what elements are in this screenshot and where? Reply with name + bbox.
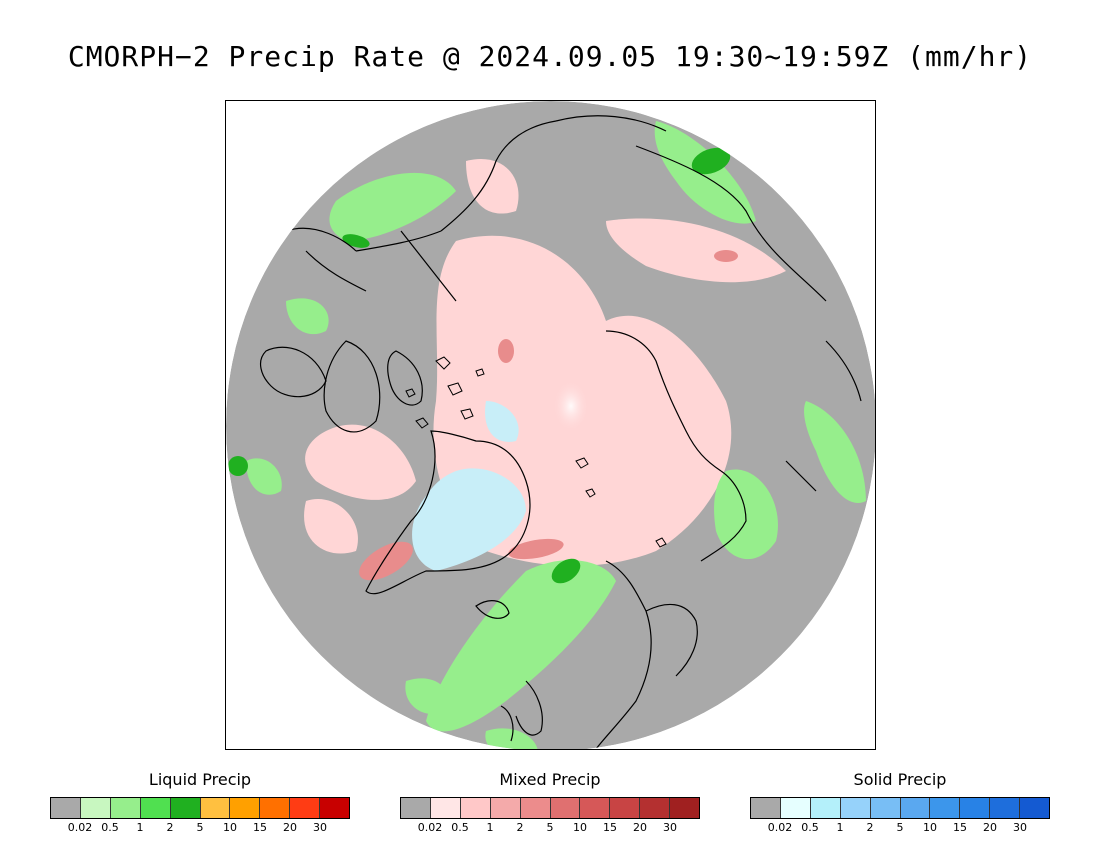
legend-mixed: Mixed Precip 0.02 0.5 1 2 5 10 15 20 30 <box>400 770 700 835</box>
legend-liquid-tick: 20 <box>283 821 297 834</box>
legend-solid-tick: 15 <box>953 821 967 834</box>
legend-liquid-swatch <box>140 798 171 818</box>
legend-solid-swatch <box>1020 798 1050 818</box>
legend-liquid-tick: 10 <box>223 821 237 834</box>
legend-liquid-ticks: 0.02 0.5 1 2 5 10 15 20 30 <box>50 819 350 835</box>
legend-solid-swatch <box>840 798 871 818</box>
chart-title: CMORPH−2 Precip Rate @ 2024.09.05 19:30~… <box>67 40 1033 73</box>
legend-solid-swatch <box>960 798 991 818</box>
legend-mixed-swatch <box>490 798 521 818</box>
legend-mixed-tick: 0.02 <box>417 821 443 834</box>
legend-liquid-swatch <box>80 798 111 818</box>
legend-liquid-swatch <box>200 798 231 818</box>
legend-liquid-swatch <box>170 798 201 818</box>
legend-solid-ticks: 0.02 0.5 1 2 5 10 15 20 30 <box>750 819 1050 835</box>
legend-liquid-swatch <box>260 798 291 818</box>
legend-solid: Solid Precip 0.02 0.5 1 2 5 10 15 20 30 <box>750 770 1050 835</box>
legend-mixed-tick: 30 <box>663 821 677 834</box>
legend-solid-swatch <box>810 798 841 818</box>
legend-mixed-swatch <box>550 798 581 818</box>
legend-solid-tick: 20 <box>983 821 997 834</box>
legend-mixed-swatch <box>610 798 641 818</box>
legend-solid-tick: 2 <box>866 821 874 834</box>
legend-liquid-tick: 30 <box>313 821 327 834</box>
legend-solid-swatch <box>780 798 811 818</box>
legend-liquid: Liquid Precip 0.02 0.5 1 2 5 10 15 20 30 <box>50 770 350 835</box>
legend-solid-swatch <box>870 798 901 818</box>
legend-mixed-swatch <box>520 798 551 818</box>
legend-mixed-tick: 1 <box>486 821 494 834</box>
legend-mixed-title: Mixed Precip <box>499 770 601 789</box>
legend-solid-swatch <box>930 798 961 818</box>
legend-solid-tick: 0.02 <box>767 821 793 834</box>
legend-mixed-swatch <box>670 798 700 818</box>
legend-mixed-swatch <box>460 798 491 818</box>
legend-liquid-swatch <box>51 798 81 818</box>
legend-solid-swatch <box>900 798 931 818</box>
legend-solid-swatches <box>750 797 1050 819</box>
legend-solid-tick: 10 <box>923 821 937 834</box>
solid-precip-areas <box>412 401 526 571</box>
legend-mixed-swatch <box>401 798 431 818</box>
legend-liquid-swatch <box>290 798 321 818</box>
map-frame <box>225 100 876 750</box>
legend-liquid-title: Liquid Precip <box>148 770 252 789</box>
legend-mixed-tick: 2 <box>516 821 524 834</box>
legend-mixed-tick: 5 <box>546 821 554 834</box>
liquid-precip-heavy <box>228 147 731 584</box>
legend-liquid-tick: 2 <box>166 821 174 834</box>
mixed-precip-heavy <box>359 250 738 581</box>
legend-solid-title: Solid Precip <box>853 770 947 789</box>
legend-liquid-tick: 1 <box>136 821 144 834</box>
legend-liquid-swatch <box>230 798 261 818</box>
pole-bright-area <box>553 380 589 432</box>
legend-solid-tick: 30 <box>1013 821 1027 834</box>
legend-mixed-tick: 0.5 <box>451 821 469 834</box>
legend-mixed-tick: 20 <box>633 821 647 834</box>
legend-mixed-swatch <box>430 798 461 818</box>
legend-liquid-swatches <box>50 797 350 819</box>
coastlines <box>259 115 862 749</box>
legend-solid-tick: 1 <box>836 821 844 834</box>
polar-map <box>226 101 875 749</box>
legend-solid-tick: 5 <box>896 821 904 834</box>
legend-liquid-tick: 0.5 <box>101 821 119 834</box>
legend-solid-swatch <box>751 798 781 818</box>
legend-solid-swatch <box>990 798 1021 818</box>
legend-solid-tick: 0.5 <box>801 821 819 834</box>
legend-mixed-swatch <box>640 798 671 818</box>
legend-mixed-ticks: 0.02 0.5 1 2 5 10 15 20 30 <box>400 819 700 835</box>
legend-mixed-swatches <box>400 797 700 819</box>
legend-liquid-swatch <box>320 798 350 818</box>
legend-liquid-swatch <box>110 798 141 818</box>
archipelago-islands <box>405 356 667 548</box>
legend-liquid-tick: 15 <box>253 821 267 834</box>
legend-liquid-tick: 5 <box>196 821 204 834</box>
legend-mixed-tick: 15 <box>603 821 617 834</box>
legend-mixed-tick: 10 <box>573 821 587 834</box>
legend-mixed-swatch <box>580 798 611 818</box>
legend-liquid-tick: 0.02 <box>67 821 93 834</box>
